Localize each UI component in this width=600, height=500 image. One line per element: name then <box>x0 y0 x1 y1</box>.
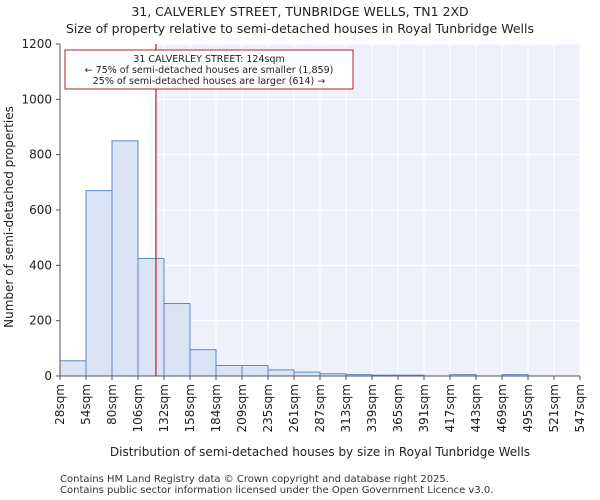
bar-158sqm <box>189 349 217 377</box>
bar-184sqm <box>215 364 243 377</box>
y-tick-label: 1200 <box>21 37 52 51</box>
x-tick-label: 313sqm <box>339 384 353 432</box>
x-tick-label: 495sqm <box>521 384 535 432</box>
bar-80sqm <box>111 140 139 377</box>
chart-subtitle: Size of property relative to semi-detach… <box>66 21 534 36</box>
y-tick-label: 200 <box>29 314 52 328</box>
x-tick-label: 54sqm <box>79 384 93 425</box>
y-tick-label: 400 <box>29 258 52 272</box>
annotation-line-3: 25% of semi-detached houses are larger (… <box>93 76 326 87</box>
x-tick-label: 106sqm <box>131 384 145 432</box>
x-tick-label: 547sqm <box>573 384 587 432</box>
x-axis-label: Distribution of semi-detached houses by … <box>110 445 530 459</box>
annotation-box <box>64 49 354 90</box>
bar-235sqm <box>267 369 295 377</box>
bar-132sqm <box>163 303 191 377</box>
x-tick-label: 365sqm <box>391 384 405 432</box>
x-tick-label: 235sqm <box>261 384 275 432</box>
x-tick-label: 521sqm <box>547 384 561 432</box>
x-tick-label: 391sqm <box>417 384 431 432</box>
footer-line-2: Contains public sector information licen… <box>60 485 494 496</box>
x-tick-label: 28sqm <box>53 384 67 425</box>
x-tick-label: 417sqm <box>443 384 457 432</box>
bar-261sqm <box>293 371 321 377</box>
y-tick-label: 800 <box>29 148 52 162</box>
x-tick-label: 443sqm <box>469 384 483 432</box>
bar-209sqm <box>241 364 269 377</box>
y-tick-label: 0 <box>44 369 52 383</box>
y-axis-label: Number of semi-detached properties <box>2 106 16 328</box>
footer-line-1: Contains HM Land Registry data © Crown c… <box>60 474 449 485</box>
y-tick-label: 1000 <box>21 92 52 106</box>
x-tick-label: 80sqm <box>105 384 119 425</box>
bar-54sqm <box>85 190 113 377</box>
x-tick-label: 339sqm <box>365 384 379 432</box>
annotation-line-2: ← 75% of semi-detached houses are smalle… <box>85 65 334 76</box>
x-tick-label: 469sqm <box>495 384 509 432</box>
x-tick-label: 287sqm <box>313 384 327 432</box>
x-tick-label: 132sqm <box>157 384 171 432</box>
x-tick-label: 158sqm <box>183 384 197 432</box>
annotation-line-1: 31 CALVERLEY STREET: 124sqm <box>133 54 285 65</box>
bar-28sqm <box>59 360 87 377</box>
y-tick-label: 600 <box>29 203 52 217</box>
chart-title: 31, CALVERLEY STREET, TUNBRIDGE WELLS, T… <box>131 4 469 19</box>
x-tick-label: 209sqm <box>235 384 249 432</box>
bar-106sqm <box>137 257 165 377</box>
x-tick-label: 261sqm <box>287 384 301 432</box>
x-tick-label: 184sqm <box>209 384 223 432</box>
